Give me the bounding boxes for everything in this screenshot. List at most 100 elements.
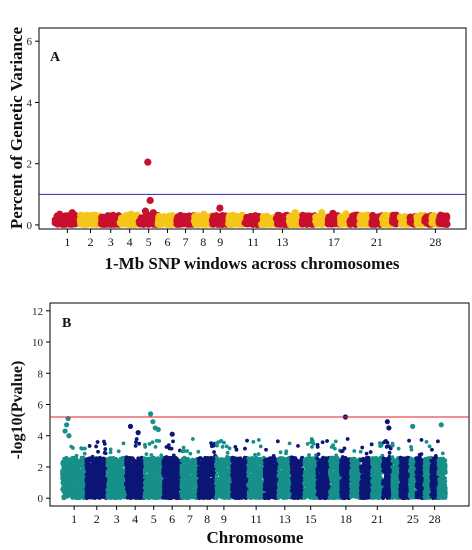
data-point: [174, 458, 179, 462]
data-point: [189, 467, 194, 472]
data-point: [215, 486, 220, 491]
panel-a-frame: [38, 27, 467, 230]
data-point: [139, 479, 144, 484]
data-point: [287, 213, 295, 221]
data-point: [67, 484, 72, 489]
x-tick-label: 17: [328, 235, 340, 249]
data-point: [150, 495, 155, 500]
x-tick-label: 6: [164, 235, 170, 249]
data-point: [120, 459, 125, 464]
data-point: [305, 215, 313, 223]
y-tick-label: 2: [27, 159, 33, 171]
data-point: [198, 456, 202, 460]
data-point: [226, 471, 231, 476]
panel-a-points: [51, 158, 451, 228]
data-point: [153, 444, 158, 449]
data-point: [220, 444, 225, 449]
data-point: [227, 478, 231, 483]
data-point: [189, 486, 194, 491]
data-point: [200, 495, 205, 500]
data-point: [131, 478, 136, 482]
data-point: [116, 458, 121, 463]
data-point: [222, 440, 226, 445]
data-point: [144, 490, 149, 495]
data-point: [252, 215, 261, 223]
data-point: [114, 496, 119, 501]
data-point: [108, 450, 113, 455]
data-point: [73, 474, 78, 479]
data-point: [77, 475, 82, 480]
data-point: [197, 220, 206, 228]
data-point: [142, 470, 147, 474]
data-point: [144, 464, 149, 469]
data-point: [134, 492, 139, 497]
data-point: [109, 456, 114, 460]
x-tick-label: 5: [146, 235, 152, 249]
data-point: [69, 456, 74, 461]
data-point: [174, 482, 179, 487]
data-point: [163, 485, 168, 490]
data-point: [314, 218, 322, 226]
data-point: [149, 462, 154, 467]
data-point: [133, 443, 138, 448]
data-point: [190, 437, 195, 441]
data-point: [130, 456, 135, 461]
data-point: [184, 476, 189, 481]
y-tick-label: 6: [27, 36, 33, 48]
data-point: [134, 437, 139, 441]
data-point: [99, 491, 104, 496]
data-point: [100, 483, 105, 488]
data-point: [164, 455, 169, 459]
data-point: [300, 214, 308, 223]
data-point: [112, 481, 117, 486]
x-tick-label: 9: [217, 235, 223, 249]
data-point: [101, 456, 106, 461]
panel-a-label: A: [50, 50, 61, 65]
notable-point: [216, 204, 224, 212]
data-point: [63, 488, 67, 493]
data-point: [114, 463, 119, 467]
data-point: [78, 211, 86, 220]
data-point: [107, 461, 112, 466]
data-point: [125, 217, 133, 226]
data-point: [216, 493, 220, 498]
data-point: [182, 480, 187, 485]
data-point: [91, 462, 96, 467]
data-point: [133, 468, 138, 473]
data-point: [152, 456, 157, 461]
data-point: [122, 493, 126, 498]
x-tick-label: 3: [108, 235, 114, 249]
data-point: [73, 490, 77, 495]
notable-point: [68, 209, 76, 217]
data-point: [91, 490, 96, 495]
notable-point: [200, 210, 208, 218]
data-point: [171, 468, 175, 473]
data-point: [188, 451, 193, 456]
data-point: [225, 495, 230, 500]
data-point: [115, 489, 119, 494]
data-point: [358, 212, 366, 220]
data-point: [125, 461, 129, 465]
data-point: [154, 459, 159, 464]
data-point: [205, 473, 210, 478]
data-point: [167, 457, 172, 462]
data-point: [102, 439, 106, 444]
data-point: [192, 489, 197, 494]
notable-point: [329, 209, 337, 217]
data-point: [100, 220, 109, 228]
data-point: [169, 462, 174, 467]
data-point: [68, 218, 76, 227]
data-point: [98, 494, 102, 499]
data-point: [157, 439, 162, 443]
data-point: [213, 214, 221, 222]
data-point: [162, 214, 171, 223]
notable-point: [291, 209, 299, 217]
data-point: [105, 493, 110, 498]
data-point: [86, 490, 91, 495]
notable-point: [342, 210, 350, 218]
data-point: [204, 480, 209, 485]
x-tick-label: 13: [276, 235, 288, 249]
data-point: [70, 471, 75, 476]
notable-point: [146, 196, 154, 205]
